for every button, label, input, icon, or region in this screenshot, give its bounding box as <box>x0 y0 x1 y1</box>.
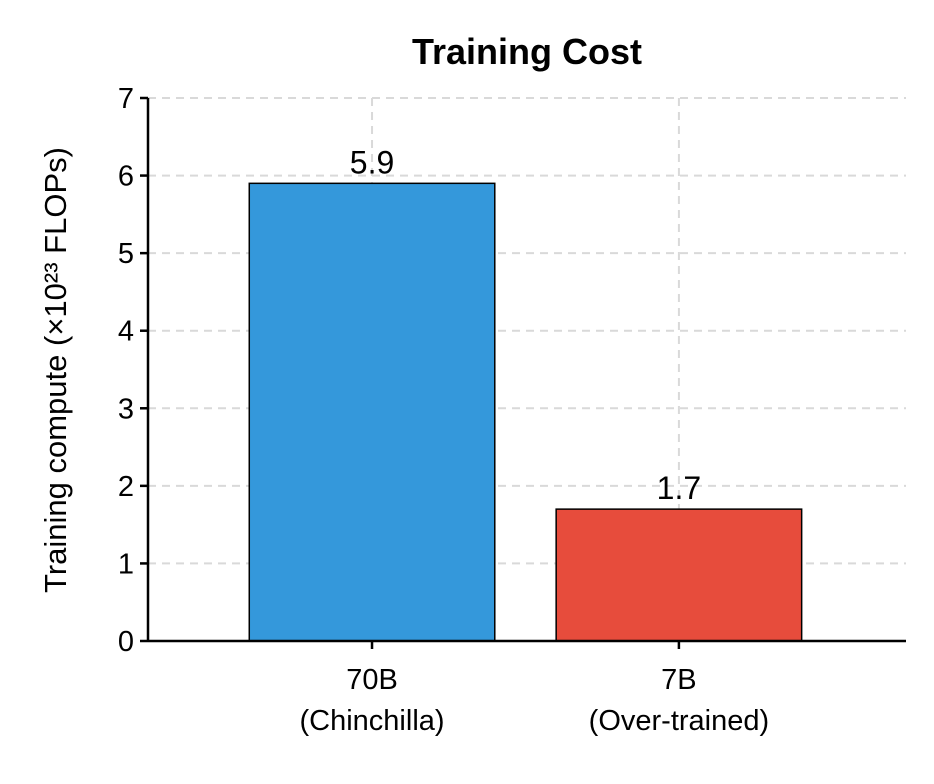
y-tick-label: 5 <box>118 238 134 270</box>
y-tick-label: 4 <box>118 316 134 348</box>
y-tick-label: 0 <box>118 626 134 658</box>
labels: 5.9 1.7 0 1 2 3 4 5 6 7 70B (Chinchilla) 7B (Over-tra… <box>118 83 769 737</box>
x-tick-label: (Over-trained) <box>589 705 770 737</box>
y-axis-label: Training compute (×10²³ FLOPs) <box>38 147 73 593</box>
y-tick-label: 6 <box>118 161 134 193</box>
y-tick-label: 2 <box>118 471 134 503</box>
bar <box>555 508 803 642</box>
bar <box>248 182 496 642</box>
y-tick-label: 7 <box>118 83 134 115</box>
x-tick-label: (Chinchilla) <box>300 705 445 737</box>
x-tick-label: 7B <box>661 664 696 696</box>
chart-title: Training Cost <box>412 31 642 72</box>
axes <box>140 96 906 649</box>
data-label: 1.7 <box>657 470 701 506</box>
bars <box>248 182 803 642</box>
x-tick-label: 70B <box>346 664 398 696</box>
y-tick-label: 1 <box>118 548 134 580</box>
data-label: 5.9 <box>350 144 394 180</box>
y-tick-label: 3 <box>118 393 134 425</box>
